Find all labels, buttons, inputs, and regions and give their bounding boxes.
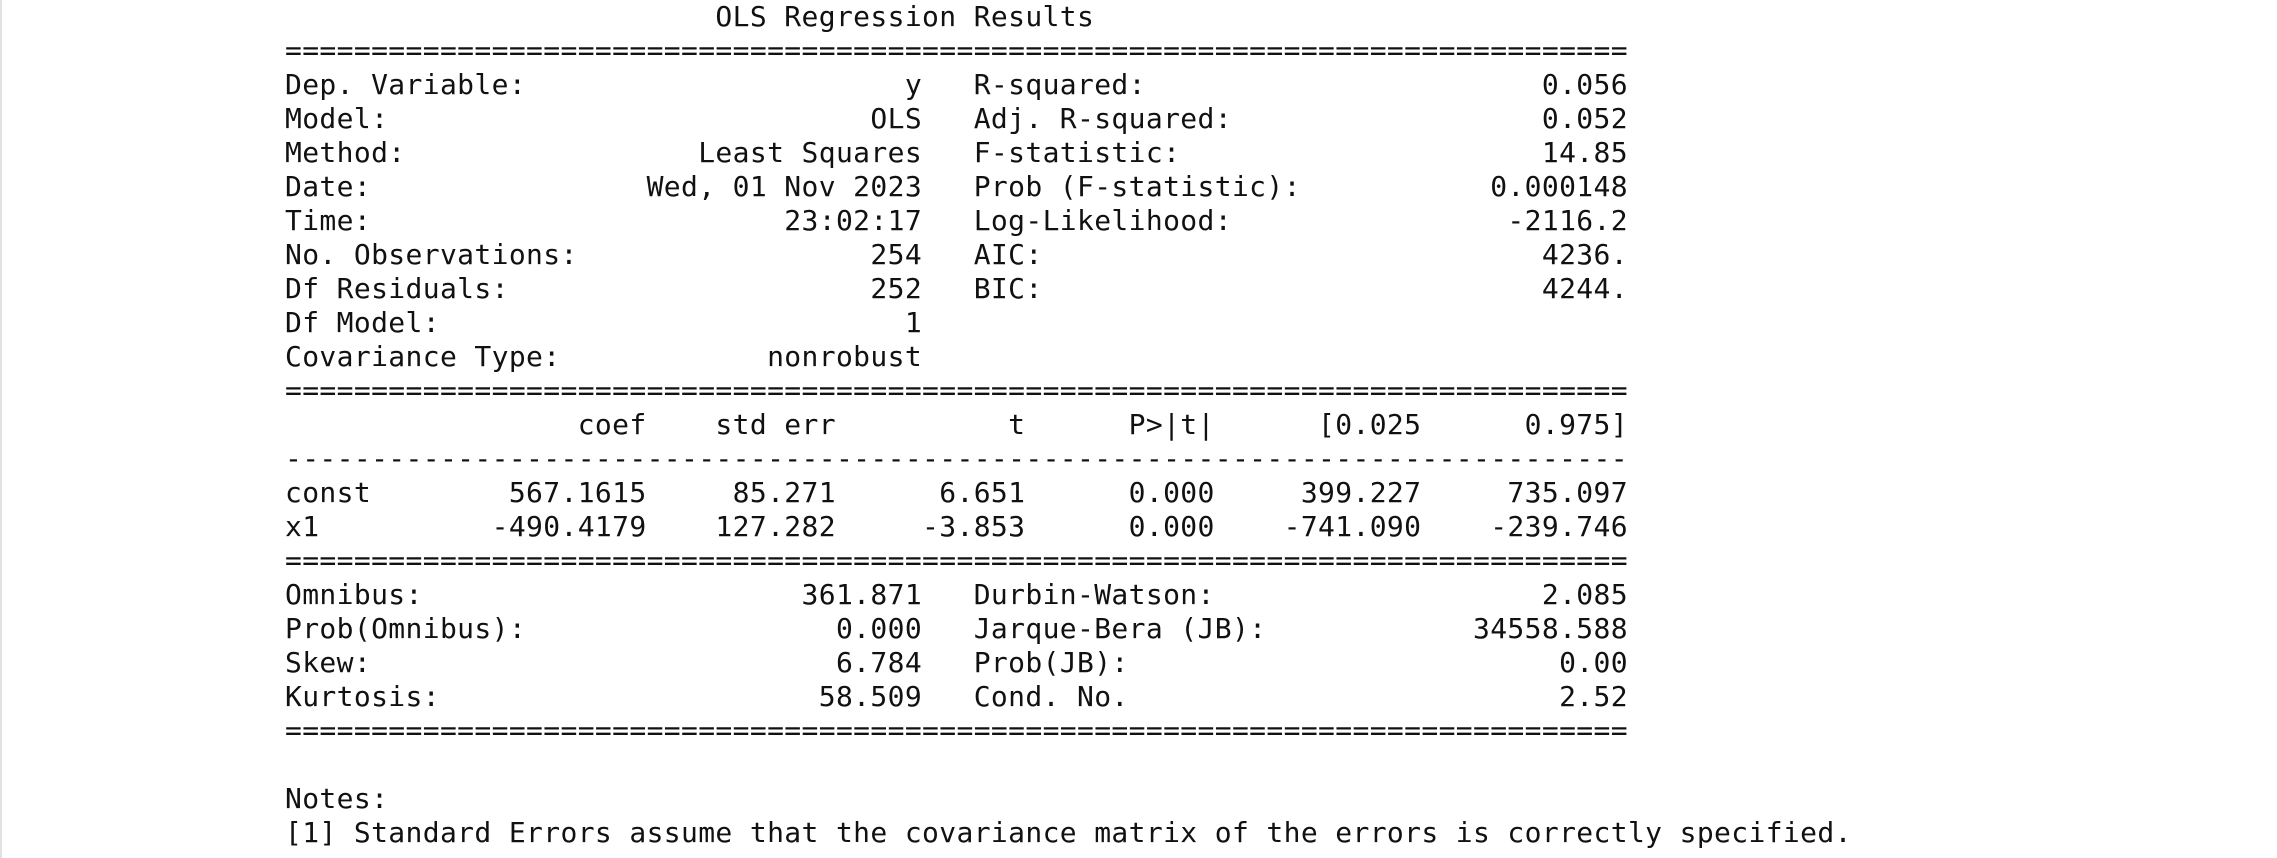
ols-regression-summary: OLS Regression Results =================… bbox=[285, 0, 1852, 850]
coef-row-x1: x1 -490.4179 127.282 -3.853 0.000 -741.0… bbox=[285, 510, 1628, 543]
info-row-df-residuals: Df Residuals: 252 BIC: 4244. bbox=[285, 272, 1628, 305]
info-row-covariance-type: Covariance Type: nonrobust bbox=[285, 340, 1628, 373]
single-rule: ----------------------------------------… bbox=[285, 442, 1628, 475]
double-rule: ========================================… bbox=[285, 544, 1628, 577]
info-row-method: Method: Least Squares F-statistic: 14.85 bbox=[285, 136, 1628, 169]
diag-row-kurtosis: Kurtosis: 58.509 Cond. No. 2.52 bbox=[285, 680, 1628, 713]
diag-row-prob-omnibus: Prob(Omnibus): 0.000 Jarque-Bera (JB): 3… bbox=[285, 612, 1628, 645]
diag-row-omnibus: Omnibus: 361.871 Durbin-Watson: 2.085 bbox=[285, 578, 1628, 611]
summary-title: OLS Regression Results bbox=[285, 0, 1577, 33]
double-rule: ========================================… bbox=[285, 34, 1628, 67]
output-cell-border bbox=[0, 0, 2, 858]
coef-row-const: const 567.1615 85.271 6.651 0.000 399.22… bbox=[285, 476, 1628, 509]
note-line: [1] Standard Errors assume that the cova… bbox=[285, 816, 1852, 849]
info-row-df-model: Df Model: 1 bbox=[285, 306, 1628, 339]
double-rule: ========================================… bbox=[285, 374, 1628, 407]
diag-row-skew: Skew: 6.784 Prob(JB): 0.00 bbox=[285, 646, 1628, 679]
coef-table-header: coef std err t P>|t| [0.025 0.975] bbox=[285, 408, 1628, 441]
info-row-dep-variable: Dep. Variable: y R-squared: 0.056 bbox=[285, 68, 1628, 101]
info-row-observations: No. Observations: 254 AIC: 4236. bbox=[285, 238, 1628, 271]
notes-heading: Notes: bbox=[285, 782, 389, 815]
double-rule: ========================================… bbox=[285, 714, 1628, 747]
info-row-date: Date: Wed, 01 Nov 2023 Prob (F-statistic… bbox=[285, 170, 1628, 203]
info-row-time: Time: 23:02:17 Log-Likelihood: -2116.2 bbox=[285, 204, 1628, 237]
info-row-model: Model: OLS Adj. R-squared: 0.052 bbox=[285, 102, 1628, 135]
